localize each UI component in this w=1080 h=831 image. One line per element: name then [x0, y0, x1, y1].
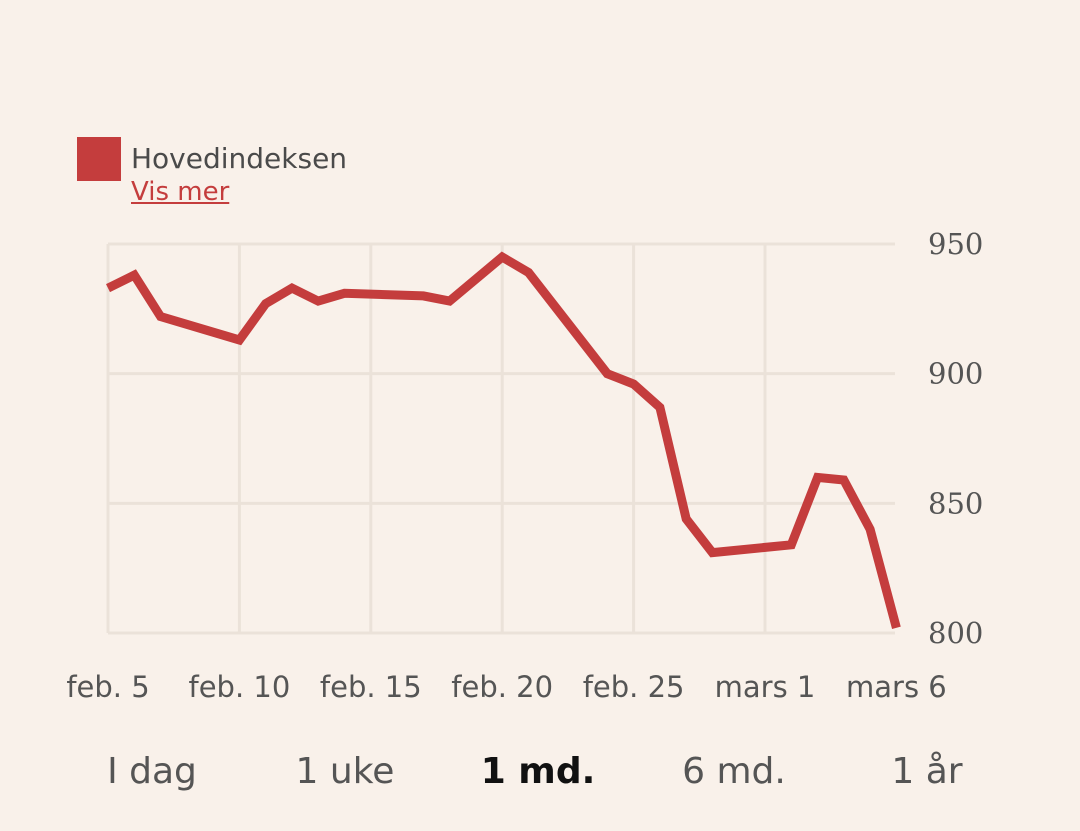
range-button-2[interactable]: 1 md.: [481, 742, 596, 802]
x-tick-label-3: feb. 20: [451, 670, 553, 704]
y-tick-label-800: 800: [928, 616, 983, 650]
y-axis-ticks: 800 850 900 950: [928, 227, 983, 650]
x-tick-label-4: feb. 25: [583, 670, 685, 704]
legend-text: Hovedindeksen Vis mer: [131, 137, 347, 207]
x-tick-label-5: mars 1: [715, 670, 816, 704]
x-tick-label-6: mars 6: [846, 670, 947, 704]
y-tick-label-850: 850: [928, 486, 983, 520]
range-button-1[interactable]: 1 uke: [296, 742, 395, 802]
y-tick-label-950: 950: [928, 227, 983, 261]
line-chart: 800 850 900 950 feb. 5 feb. 10 feb. 15 feb. 20…: [66, 227, 983, 704]
time-range-selector: I dag 1 uke 1 md. 6 md. 1 år: [60, 742, 1020, 802]
range-button-4[interactable]: 1 år: [891, 742, 962, 802]
x-axis-ticks: feb. 5 feb. 10 feb. 15 feb. 20 feb. 25 mars 1…: [66, 670, 946, 704]
x-tick-label-0: feb. 5: [66, 670, 149, 704]
range-button-3[interactable]: 6 md.: [682, 742, 786, 802]
x-tick-label-2: feb. 15: [320, 670, 422, 704]
range-button-0[interactable]: I dag: [107, 742, 197, 802]
vis-mer-link[interactable]: Vis mer: [131, 177, 230, 207]
legend-swatch: [77, 137, 121, 181]
chart-legend: Hovedindeksen Vis mer: [77, 137, 347, 207]
chart-series: [106, 251, 901, 629]
legend-label: Hovedindeksen: [131, 142, 348, 175]
x-tick-label-1: feb. 10: [188, 670, 290, 704]
y-tick-label-900: 900: [928, 357, 983, 391]
chart-grid: [106, 242, 895, 635]
series-line-0: [106, 251, 901, 629]
